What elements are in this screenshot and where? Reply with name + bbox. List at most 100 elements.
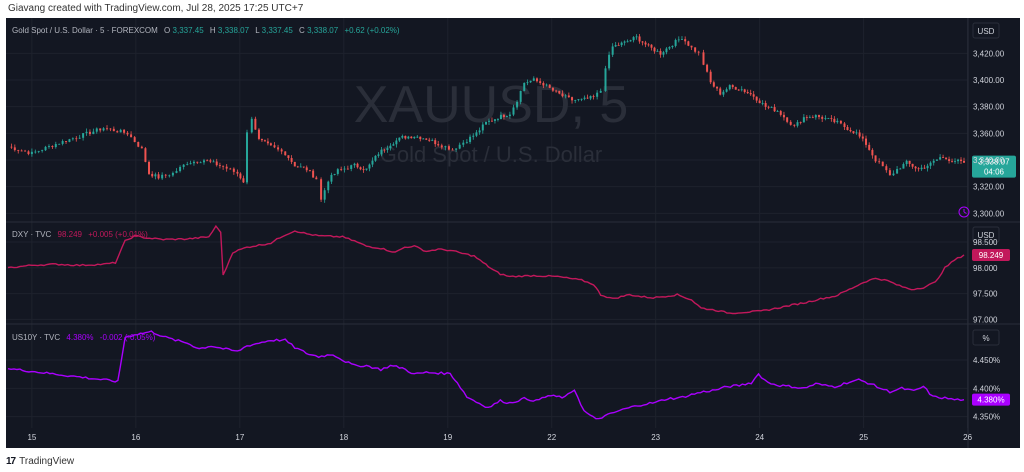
candle-body	[58, 143, 61, 145]
candle-body	[218, 165, 221, 166]
candle-body	[202, 160, 205, 163]
candle-body	[350, 165, 353, 169]
candle-body	[808, 117, 811, 119]
x-tick-label: 24	[755, 433, 764, 442]
y-tick-label: 3,420.00	[973, 49, 1005, 58]
candle-body	[377, 154, 380, 156]
candle-body	[10, 146, 13, 148]
candle-body	[896, 168, 899, 174]
candle-body	[561, 93, 564, 97]
candle-body	[323, 190, 326, 200]
candle-body	[246, 132, 248, 183]
candle-body	[196, 161, 199, 163]
candle-body	[469, 136, 472, 142]
dxy-unit-badge-bg[interactable]	[972, 226, 1000, 243]
candle-body	[431, 140, 434, 141]
candle-body	[209, 160, 212, 162]
candle-body	[320, 179, 323, 200]
candle-body	[229, 168, 232, 170]
candle-body	[583, 97, 586, 99]
candle-body	[508, 114, 511, 117]
candle-body	[496, 119, 499, 120]
candle-body	[846, 127, 849, 130]
us10y-legend-value: 4.380%	[66, 333, 93, 342]
x-tick-label: 23	[651, 433, 660, 442]
dxy-legend[interactable]: DXY · TVC 98.249 +0.005 (+0.01%)	[12, 230, 148, 239]
candle-body	[123, 129, 126, 133]
gold-h-label: H	[210, 26, 216, 35]
candle-body	[802, 117, 805, 123]
dxy-price-badge-bg	[972, 248, 1010, 261]
candle-body	[776, 111, 779, 112]
us10y-unit-badge-bg[interactable]	[972, 329, 1000, 346]
candle-body	[499, 114, 502, 120]
candle-body	[199, 162, 202, 164]
candle-body	[140, 146, 143, 149]
candle-body	[157, 174, 160, 179]
candle-body	[346, 168, 349, 170]
candle-body	[179, 166, 182, 172]
chart-canvas[interactable]: XAUUSD, 5 Gold Spot / U.S. Dollar Gold S…	[6, 18, 1020, 448]
candle-body	[905, 160, 908, 165]
candle-body	[746, 91, 749, 94]
candle-body	[478, 130, 481, 133]
candle-body	[908, 160, 911, 164]
candle-body	[257, 129, 260, 139]
candle-body	[280, 149, 283, 152]
candle-body	[293, 161, 296, 167]
chart-frame[interactable]: XAUUSD, 5 Gold Spot / U.S. Dollar Gold S…	[6, 18, 1020, 448]
gold-l-label: L	[255, 26, 260, 35]
gold-o-label: O	[164, 26, 170, 35]
candle-body	[416, 136, 419, 138]
candle-body	[617, 45, 620, 46]
candle-body	[761, 103, 764, 104]
candle-body	[629, 40, 632, 42]
candle-body	[475, 132, 478, 136]
candle-body	[865, 138, 868, 145]
x-tick-label: 15	[27, 433, 36, 442]
candle-body	[542, 82, 545, 86]
candle-body	[68, 139, 71, 142]
candle-body	[44, 146, 47, 151]
candle-body	[620, 42, 623, 46]
dxy-legend-name: DXY · TVC	[12, 230, 51, 239]
candle-body	[917, 168, 920, 170]
candle-body	[665, 48, 668, 53]
alert-clock-icon[interactable]	[958, 206, 970, 218]
candle-body	[407, 136, 410, 139]
candle-body	[232, 168, 235, 172]
y-tick-label: 97.000	[973, 315, 998, 324]
candle-body	[250, 118, 253, 133]
gold-legend[interactable]: Gold Spot / U.S. Dollar · 5 · FOREXCOM O…	[12, 26, 400, 35]
candle-body	[312, 170, 315, 178]
candle-body	[849, 129, 852, 132]
candle-body	[239, 173, 242, 179]
candle-body	[254, 118, 257, 130]
candle-body	[702, 52, 705, 65]
gold-unit-badge-bg[interactable]	[972, 22, 1000, 39]
footer: 17 TradingView	[6, 452, 74, 470]
candle-body	[694, 47, 697, 52]
candle-body	[638, 36, 641, 42]
candle-body	[824, 118, 827, 119]
y-tick-label: 3,320.00	[973, 183, 1005, 192]
dxy-legend-change: +0.005 (+0.01%)	[88, 230, 148, 239]
y-tick-label: 4.350%	[973, 413, 1000, 422]
candle-body	[112, 128, 115, 132]
us10y-unit-badge: %	[982, 334, 989, 343]
y-tick-label: 3,360.00	[973, 129, 1005, 138]
candle-body	[755, 96, 758, 101]
candle-body	[945, 157, 948, 160]
dxy-legend-value: 98.249	[58, 230, 83, 239]
gold-open: 3,337.45	[173, 26, 205, 35]
candle-body	[555, 90, 558, 92]
candle-body	[939, 157, 942, 160]
candle-body	[20, 150, 23, 152]
candle-body	[567, 95, 570, 98]
candle-body	[836, 120, 839, 123]
candle-body	[410, 136, 413, 139]
candle-body	[340, 169, 343, 170]
candle-body	[465, 141, 468, 143]
us10y-legend[interactable]: US10Y · TVC 4.380% -0.002 (-0.05%)	[12, 333, 156, 342]
candle-body	[963, 160, 965, 163]
